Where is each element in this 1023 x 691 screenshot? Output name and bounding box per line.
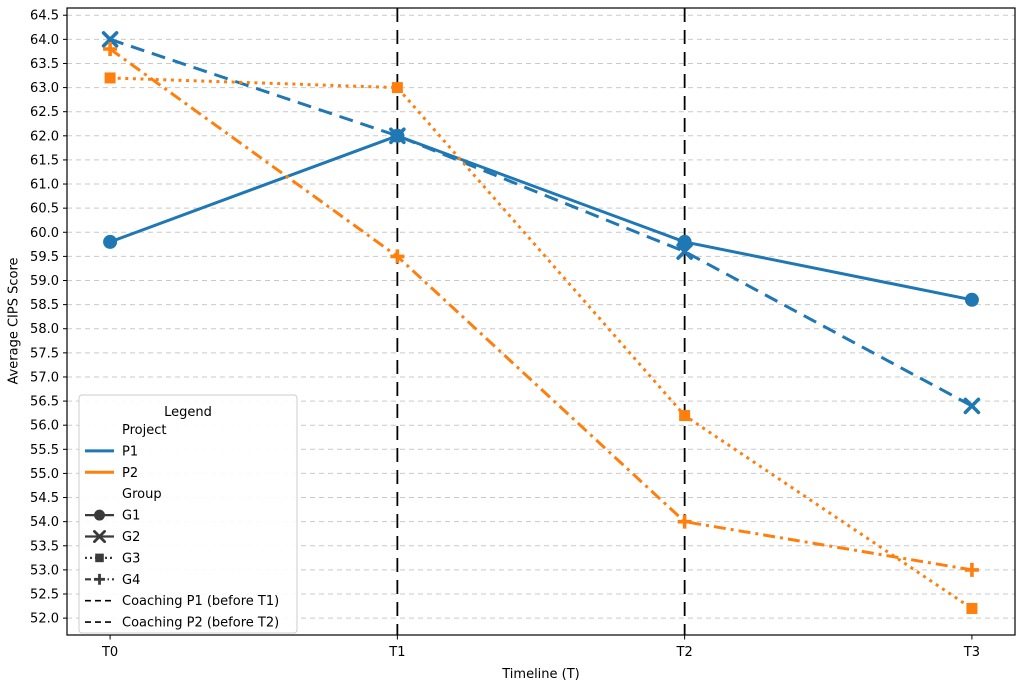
y-tick-label: 54.0: [30, 515, 59, 530]
y-tick-label: 52.5: [30, 588, 59, 603]
y-tick-label: 59.5: [30, 250, 59, 265]
marker-P1-G1-T2: [677, 234, 692, 249]
y-tick-label: 58.0: [30, 322, 59, 337]
legend-entry-label: Group: [122, 487, 162, 502]
legend-entry-label: Project: [122, 423, 166, 438]
legend-entry-g1: G1: [85, 509, 140, 524]
legend-handle-plus-icon: [94, 573, 105, 585]
legend-entry-g2: G2: [85, 530, 140, 545]
y-tick-label: 59.0: [30, 274, 59, 289]
y-tick-label: 64.0: [30, 33, 59, 48]
y-tick-label: 64.5: [30, 9, 59, 24]
legend-entry-label: G2: [122, 530, 140, 545]
legend-entry-label: P2: [122, 466, 138, 481]
legend-entry-g3: G3: [85, 551, 140, 566]
legend-handle-x-icon: [93, 530, 106, 543]
y-tick-label: 60.0: [30, 226, 59, 241]
marker-P2-G4-T3: [964, 562, 979, 577]
marker-P1-G2-T3: [963, 397, 981, 415]
marker-P1-G2-T1: [389, 127, 406, 145]
y-tick-label: 63.5: [30, 57, 59, 72]
y-tick-label: 57.0: [30, 370, 59, 385]
marker-P2-G4-T2: [677, 514, 692, 529]
y-tick-label: 56.5: [30, 395, 59, 410]
y-tick-label: 52.0: [30, 612, 59, 627]
y-tick-label: 54.5: [30, 491, 59, 506]
marker-P1-G1-T0: [103, 234, 118, 249]
legend-entry-g4: G4: [85, 573, 140, 588]
x-tick-label-T0: T0: [101, 645, 118, 660]
plot-border: [66, 7, 1016, 636]
legend-entry-p2: P2: [85, 466, 138, 481]
marker-P2-G4-T0: [103, 41, 118, 56]
legend-handle-square-icon: [95, 553, 104, 563]
y-tick-label: 62.0: [30, 129, 59, 144]
x-tick-label-T2: T2: [676, 645, 693, 660]
series-line-P1-G2: [109, 37, 973, 408]
series-line-P2-G4: [109, 47, 973, 572]
marker-P2-G3-T2: [679, 410, 691, 422]
legend-handle-circle-icon: [94, 509, 105, 521]
legend-entry-project: Project: [122, 423, 166, 438]
y-tick-label: 60.5: [30, 202, 59, 217]
series-line-P1-G1: [109, 134, 973, 302]
y-tick-label: 53.5: [30, 539, 59, 554]
legend-box: [78, 394, 298, 634]
legend-entry-group: Group: [122, 487, 162, 502]
y-tick-label: 61.5: [30, 153, 59, 168]
legend-title: Legend: [164, 405, 212, 420]
legend-entry-p1: P1: [85, 444, 138, 459]
marker-P2-G4-T1: [390, 249, 405, 264]
y-tick-label: 61.0: [30, 178, 59, 193]
x-tick-label-T1: T1: [388, 645, 405, 660]
legend-entry-label: G3: [122, 551, 140, 566]
legend-entry-label: G1: [122, 509, 140, 524]
y-tick-label: 53.0: [30, 563, 59, 578]
y-tick-label: 57.5: [30, 346, 59, 361]
legend-entry-label: Coaching P2 (before T2): [122, 616, 279, 631]
legend-entry-label: Coaching P1 (before T1): [122, 594, 279, 609]
legend-entry-label: P1: [122, 444, 138, 459]
marker-P1-G1-T3: [964, 292, 979, 307]
legend-entry-label: G4: [122, 573, 140, 588]
marker-P1-G2-T2: [676, 243, 693, 260]
y-tick-label: 58.5: [30, 298, 59, 313]
marker-P1-G2-T0: [101, 31, 119, 48]
marker-P2-G3-T0: [104, 72, 116, 84]
y-tick-label: 55.5: [30, 443, 59, 458]
legend-entry-coaching-p1-before-t1-: Coaching P1 (before T1): [85, 594, 279, 609]
x-tick-label-T3: T3: [963, 645, 980, 660]
marker-P2-G3-T1: [391, 82, 403, 94]
y-tick-label: 55.0: [30, 467, 59, 482]
legend-entry-coaching-p2-before-t2-: Coaching P2 (before T2): [85, 616, 279, 631]
legend: Legend Project P1 P2 Group G1 G2 G3 G4 Coaching P…: [78, 394, 298, 634]
marker-P2-G3-T3: [966, 602, 978, 614]
y-tick-label: 62.5: [30, 105, 59, 120]
y-tick-label: 56.0: [30, 419, 59, 434]
y-tick-label: 63.0: [30, 81, 59, 96]
